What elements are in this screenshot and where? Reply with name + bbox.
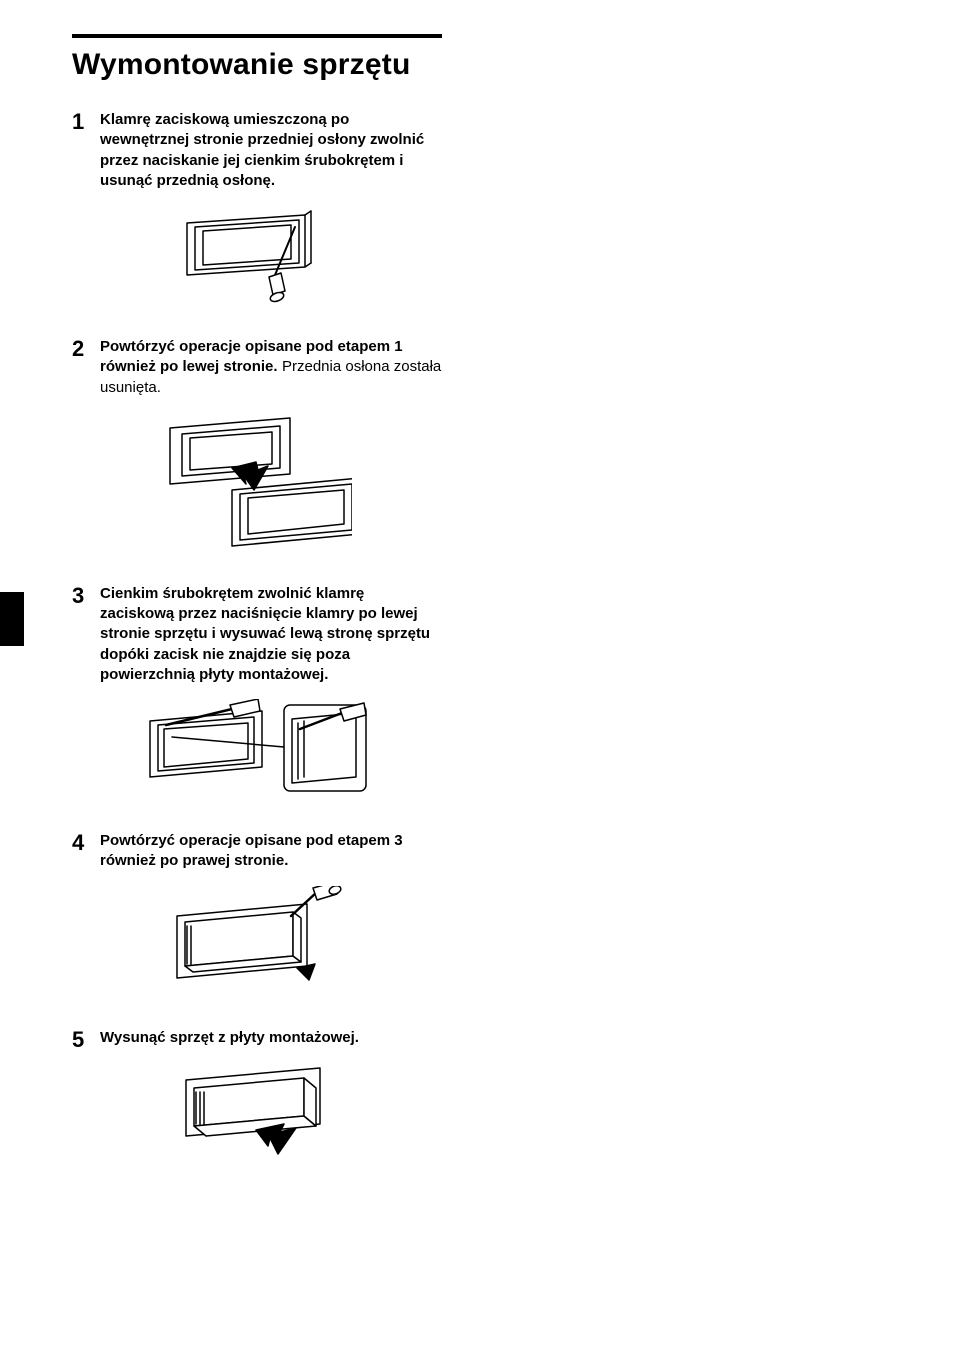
step-number: 4 — [72, 831, 100, 872]
title-rule — [72, 34, 442, 38]
illustration-step-1-icon — [177, 205, 337, 315]
step-4: 4 Powtórzyć operacje opisane pod etapem … — [72, 831, 442, 872]
step-5: 5 Wysunąć sprzęt z płyty montażowej. — [72, 1028, 442, 1052]
document-page: Wymontowanie sprzętu 1 Klamrę zaciskową … — [0, 0, 954, 1352]
step-text: Powtórzyć operacje opisane pod etapem 3 … — [100, 831, 442, 872]
step-3: 3 Cienkim śrubokrętem zwolnić klamrę zac… — [72, 584, 442, 685]
figure-step-5 — [72, 1066, 442, 1176]
step-number: 3 — [72, 584, 100, 685]
figure-step-4 — [72, 886, 442, 1006]
step-text: Wysunąć sprzęt z płyty montażowej. — [100, 1028, 442, 1052]
figure-step-2 — [72, 412, 442, 562]
illustration-step-4-icon — [167, 886, 347, 1006]
step-1: 1 Klamrę zaciskową umieszczoną po wewnęt… — [72, 110, 442, 191]
step-text: Cienkim śrubokrętem zwolnić klamrę zacis… — [100, 584, 442, 685]
step-2: 2 Powtórzyć operacje opisane pod etapem … — [72, 337, 442, 398]
step-number: 1 — [72, 110, 100, 191]
step-bold: Cienkim śrubokrętem zwolnić klamrę zacis… — [100, 585, 430, 683]
figure-step-3 — [72, 699, 442, 809]
step-text: Klamrę zaciskową umieszczoną po wewnętrz… — [100, 110, 442, 191]
page-title: Wymontowanie sprzętu — [72, 48, 882, 82]
step-bold: Powtórzyć operacje opisane pod etapem 3 … — [100, 832, 403, 869]
side-tab-marker — [0, 592, 24, 646]
figure-step-1 — [72, 205, 442, 315]
step-bold: Wysunąć sprzęt z płyty montażowej. — [100, 1029, 359, 1046]
illustration-step-3-icon — [142, 699, 372, 809]
illustration-step-5-icon — [172, 1066, 342, 1176]
illustration-step-2-icon — [162, 412, 352, 562]
step-bold: Klamrę zaciskową umieszczoną po wewnętrz… — [100, 111, 424, 189]
step-number: 5 — [72, 1028, 100, 1052]
content-column: 1 Klamrę zaciskową umieszczoną po wewnęt… — [72, 110, 442, 1176]
step-number: 2 — [72, 337, 100, 398]
step-text: Powtórzyć operacje opisane pod etapem 1 … — [100, 337, 442, 398]
